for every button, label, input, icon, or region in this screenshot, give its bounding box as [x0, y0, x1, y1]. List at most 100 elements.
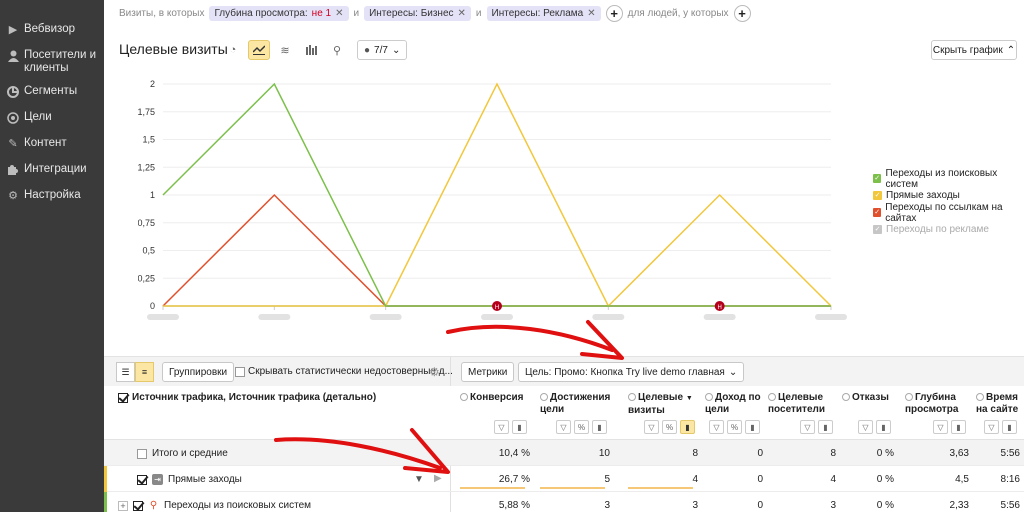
- area-chart-icon[interactable]: ≋: [280, 44, 290, 57]
- checkbox[interactable]: [137, 448, 147, 459]
- row-label: + ⚲ Переходы из поисковых систем: [118, 500, 311, 511]
- bar-chart-icon[interactable]: [300, 40, 322, 60]
- chart-legend: ✓ Переходы из поисковых систем ✓ Прямые …: [873, 168, 1024, 238]
- list-view-icon[interactable]: ☰: [116, 362, 135, 382]
- search-icon: ⚲: [149, 500, 158, 511]
- bars-icon[interactable]: ▮: [512, 420, 527, 434]
- goals-dropdown[interactable]: ● 7/7 ⌄: [357, 40, 408, 60]
- help-icon[interactable]: [768, 393, 776, 401]
- table-cell: 0 %: [876, 448, 894, 459]
- column-header[interactable]: Доход по цели: [705, 392, 761, 416]
- legend-label: Переходы по рекламе: [886, 224, 989, 235]
- checkbox[interactable]: [133, 500, 143, 511]
- help-icon[interactable]: [976, 393, 984, 401]
- bars-icon[interactable]: ▮: [876, 420, 891, 434]
- column-tools: ▽% ▮: [644, 420, 695, 434]
- add-people-condition-button[interactable]: +: [733, 4, 751, 22]
- sidebar-item-integrations[interactable]: Интеграции: [0, 158, 104, 184]
- help-icon[interactable]: [540, 393, 548, 401]
- map-pin-icon[interactable]: ⚲: [332, 44, 342, 57]
- legend-checkbox[interactable]: ✓: [873, 191, 882, 200]
- column-header[interactable]: Глубина просмотра: [905, 392, 958, 416]
- filter-chip-value: не 1: [311, 7, 332, 19]
- bars-icon[interactable]: ▮: [818, 420, 833, 434]
- filter-icon[interactable]: ▼: [414, 474, 424, 485]
- bars-icon[interactable]: ▮: [592, 420, 607, 434]
- sidebar-item-webvisor[interactable]: ▶ Вебвизор: [0, 18, 104, 44]
- legend-checkbox[interactable]: ✓: [873, 225, 882, 234]
- sidebar-item-visitors[interactable]: Посетители и клиенты: [0, 44, 104, 80]
- filter-chip-depth[interactable]: Глубина просмотра: не 1 ✕: [209, 5, 349, 21]
- help-icon[interactable]: [460, 393, 468, 401]
- filter-icon[interactable]: ▽: [858, 420, 873, 434]
- table-cell: 0 %: [876, 474, 894, 485]
- column-header[interactable]: Конверсия: [460, 392, 523, 404]
- checkbox[interactable]: [118, 392, 128, 403]
- help-icon[interactable]: [905, 393, 913, 401]
- bars-icon[interactable]: ▮: [951, 420, 966, 434]
- filter-icon[interactable]: ▽: [494, 420, 509, 434]
- close-icon[interactable]: ✕: [457, 7, 466, 19]
- table-row[interactable]: ⇥ Прямые заходы ▼ ▶ 26,7 % 5 4 0 4 0 % 4,5 8:16: [104, 466, 1024, 492]
- y-tick-label: 2: [150, 79, 155, 89]
- column-header[interactable]: Достижения цели: [540, 392, 610, 416]
- table-row-total[interactable]: Итого и средние 10,4 % 10 8 0 8 0 % 3,63 5:56: [104, 440, 1024, 466]
- filter-icon[interactable]: ▽: [644, 420, 659, 434]
- legend-checkbox[interactable]: ✓: [873, 174, 882, 183]
- filter-icon[interactable]: ▽: [984, 420, 999, 434]
- checkbox[interactable]: [235, 366, 245, 377]
- sidebar-item-segments[interactable]: Сегменты: [0, 80, 104, 106]
- hide-chart-button[interactable]: Скрыть график ⌃: [931, 40, 1017, 60]
- column-header[interactable]: Время на сайте: [976, 392, 1018, 416]
- groupings-button[interactable]: Группировки: [162, 362, 235, 382]
- filter-chip-advertising[interactable]: Интересы: Реклама ✕: [486, 5, 601, 21]
- add-condition-button[interactable]: +: [605, 4, 623, 22]
- filter-prefix: Визиты, в которых: [119, 7, 205, 19]
- expand-button[interactable]: +: [118, 500, 128, 511]
- filter-icon[interactable]: ▽: [709, 420, 724, 434]
- sidebar-item-goals[interactable]: Цели: [0, 106, 104, 132]
- help-icon[interactable]: [628, 393, 636, 401]
- filter-icon[interactable]: ▽: [800, 420, 815, 434]
- bars-icon[interactable]: ▮: [680, 420, 695, 434]
- bars-icon[interactable]: ▮: [745, 420, 760, 434]
- help-icon[interactable]: [705, 393, 713, 401]
- column-header[interactable]: Отказы: [842, 392, 889, 404]
- checkbox[interactable]: [137, 474, 147, 485]
- gear-icon[interactable]: ⚙: [429, 365, 440, 379]
- sort-desc-icon[interactable]: ▼: [685, 395, 693, 402]
- sidebar-item-settings[interactable]: ⚙ Настройка: [0, 184, 104, 210]
- filter-chip-business[interactable]: Интересы: Бизнес ✕: [364, 5, 471, 21]
- help-icon[interactable]: [842, 393, 850, 401]
- close-icon[interactable]: ✕: [587, 7, 596, 19]
- percent-icon[interactable]: %: [727, 420, 742, 434]
- dimension-header[interactable]: Источник трафика, Источник трафика (дета…: [118, 392, 376, 403]
- percent-icon[interactable]: %: [662, 420, 677, 434]
- legend-item-search[interactable]: ✓ Переходы из поисковых систем: [873, 168, 1024, 190]
- filter-icon[interactable]: ▽: [933, 420, 948, 434]
- percent-icon[interactable]: %: [574, 420, 589, 434]
- sidebar-item-content[interactable]: ✎ Контент: [0, 132, 104, 158]
- legend-item-direct[interactable]: ✓ Прямые заходы: [873, 187, 1024, 204]
- close-icon[interactable]: ✕: [335, 7, 344, 19]
- legend-checkbox[interactable]: ✓: [873, 208, 882, 217]
- chevron-down-icon: ⌄: [728, 366, 738, 378]
- column-tools: ▽ ▮: [494, 420, 527, 434]
- table-cell: 5:56: [1000, 500, 1020, 511]
- line-chart: 0 0,25 0,5 0,75 1 1,25 1,5 1,75 2 Н Н: [138, 79, 847, 320]
- column-header[interactable]: Целевые ▼ визиты: [628, 392, 693, 417]
- bars-icon[interactable]: ▮: [1002, 420, 1017, 434]
- legend-item-links[interactable]: ✓ Переходы по ссылкам на сайтах: [873, 202, 1024, 224]
- filter-icon[interactable]: ▽: [556, 420, 571, 434]
- y-tick-label: 1,25: [138, 162, 155, 172]
- table-row[interactable]: + ⚲ Переходы из поисковых систем 5,88 % 3…: [104, 492, 1024, 512]
- metrics-button[interactable]: Метрики: [461, 362, 515, 382]
- tree-view-icon[interactable]: ≡: [135, 362, 154, 382]
- legend-item-ads[interactable]: ✓ Переходы по рекламе: [873, 221, 1024, 238]
- column-header[interactable]: Целевые посетители: [768, 392, 825, 416]
- line-chart-icon[interactable]: [248, 40, 270, 60]
- pie-chart-icon[interactable]: ◔: [229, 44, 237, 56]
- hide-unreliable-checkbox[interactable]: Скрывать статистически недостоверные д..…: [235, 366, 453, 377]
- goal-select[interactable]: Цель: Промо: Кнопка Try live demo главна…: [518, 362, 745, 382]
- play-icon[interactable]: ▶: [434, 473, 442, 484]
